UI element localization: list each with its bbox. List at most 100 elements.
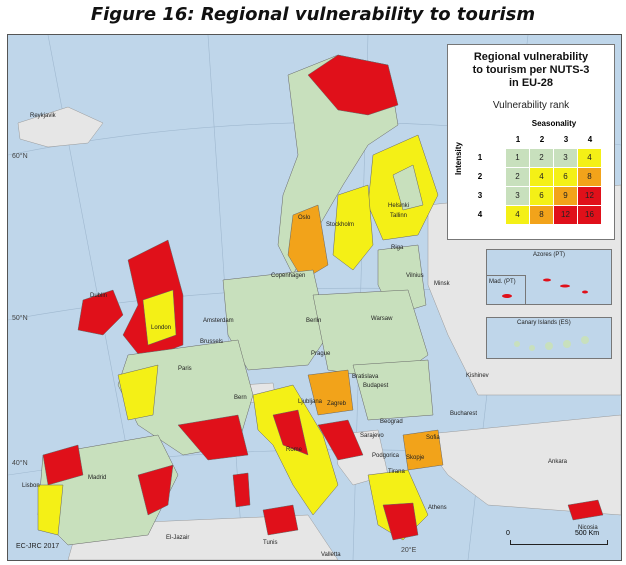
credit: EC-JRC 2017 <box>16 543 60 550</box>
legend-cell: 1 <box>506 149 529 167</box>
place-bucharest: Bucharest <box>450 411 478 417</box>
legend: Regional vulnerability to tourism per NU… <box>447 44 615 240</box>
legend-cell: 4 <box>530 168 553 186</box>
place-minsk: Minsk <box>434 281 450 287</box>
place-madrid: Madrid <box>88 475 107 481</box>
legend-title-line-2: to tourism per NUTS-3 <box>472 64 590 76</box>
france-west <box>117 364 159 421</box>
ireland <box>77 289 124 336</box>
place-skopje: Skopje <box>406 455 425 461</box>
place-dublin: Dublin <box>90 293 108 299</box>
place-bern: Bern <box>234 395 247 401</box>
place-warsaw: Warsaw <box>371 316 393 322</box>
legend-row-1: 1 <box>477 153 483 162</box>
place-ljubljana: Ljubljana <box>298 399 323 405</box>
place-athens: Athens <box>428 505 447 511</box>
legend-title-line-3: in EU-28 <box>508 77 553 89</box>
legend-col-4: 4 <box>587 135 593 144</box>
legend-title-line-1: Regional vulnerability <box>473 51 589 63</box>
place-tirana: Tirana <box>388 469 405 475</box>
cyprus <box>567 499 604 521</box>
place-sofia: Sofia <box>426 435 440 441</box>
place-oslo: Oslo <box>298 215 311 221</box>
italy-central <box>272 409 309 456</box>
france-south <box>177 414 249 461</box>
azores-islands <box>543 278 588 294</box>
lat-50-label: 50°N <box>12 315 28 322</box>
figure-title: Figure 16: Regional vulnerability to tou… <box>90 4 536 25</box>
eu-regions <box>37 54 604 546</box>
legend-cell: 16 <box>578 206 601 224</box>
greece-south <box>382 502 419 541</box>
lon-20-label: 20°E <box>401 547 417 554</box>
place-vilnius: Vilnius <box>406 273 424 279</box>
england-core <box>142 289 177 346</box>
galicia <box>42 444 84 486</box>
inset-canary-label: Canary Islands (ES) <box>517 320 571 326</box>
place-berlin: Berlin <box>306 318 322 324</box>
finland-central <box>392 164 424 211</box>
place-lisbon: Lisbon <box>22 483 40 489</box>
legend-title: Regional vulnerability to tourism per NU… <box>448 51 614 90</box>
legend-col-axis-label: Seasonality <box>531 119 577 128</box>
legend-cell: 3 <box>554 149 577 167</box>
legend-row-4: 4 <box>477 210 483 219</box>
austria-hungary <box>307 369 354 416</box>
legend-cell: 2 <box>506 168 529 186</box>
inset-canary: Canary Islands (ES) <box>486 317 612 359</box>
turkey <box>417 414 621 516</box>
place-reykjavik: Reykjavik <box>30 113 56 119</box>
place-helsinki: Helsinki <box>388 203 410 209</box>
legend-cell: 2 <box>530 149 553 167</box>
place-sarajevo: Sarajevo <box>360 433 384 439</box>
legend-row-3: 3 <box>477 191 483 200</box>
canary-islands <box>514 336 589 351</box>
legend-row-axis-label: Intensity <box>454 142 463 175</box>
place-el-jazair: El-Jazair <box>166 535 190 541</box>
legend-cell: 6 <box>554 168 577 186</box>
sweden-south <box>332 184 374 271</box>
legend-cell: 6 <box>530 187 553 205</box>
place-tallinn: Tallinn <box>390 213 408 219</box>
legend-col-2: 2 <box>539 135 545 144</box>
inset-madeira: Mad. (PT) <box>486 275 526 305</box>
norway-south <box>287 204 329 281</box>
scale-label: 500 Km <box>575 530 600 537</box>
place-budapest: Budapest <box>363 383 389 389</box>
spain-east <box>137 464 174 516</box>
inset-azores-label: Azores (PT) <box>533 252 566 258</box>
legend-cell: 4 <box>578 149 601 167</box>
legend-cell: 4 <box>506 206 529 224</box>
place-belgrade: Beograd <box>380 419 403 425</box>
scale-zero: 0 <box>506 530 510 537</box>
legend-col-3: 3 <box>563 135 569 144</box>
scale-bar <box>510 540 608 545</box>
legend-row-2: 2 <box>477 172 483 181</box>
legend-col-1: 1 <box>515 135 521 144</box>
northern-scandinavia <box>307 54 399 116</box>
inset-madeira-label: Mad. (PT) <box>489 279 516 285</box>
place-ankara: Ankara <box>548 459 568 465</box>
legend-cell: 12 <box>554 206 577 224</box>
place-paris: Paris <box>178 366 192 372</box>
bulgaria <box>402 429 444 471</box>
place-brussels: Brussels <box>200 339 224 345</box>
croatia-coast <box>317 419 364 461</box>
germany <box>222 269 329 371</box>
place-stockholm: Stockholm <box>326 222 355 228</box>
sardinia <box>232 472 251 508</box>
place-tunis: Tunis <box>263 540 278 546</box>
place-zagreb: Zagreb <box>327 401 347 407</box>
portugal <box>37 484 64 536</box>
legend-cell: 9 <box>554 187 577 205</box>
legend-cell: 12 <box>578 187 601 205</box>
legend-cell: 8 <box>530 206 553 224</box>
place-amsterdam: Amsterdam <box>203 318 234 324</box>
iceland <box>17 106 104 148</box>
place-valletta: Valletta <box>321 552 341 558</box>
madeira-islands <box>502 294 512 298</box>
legend-cell: 8 <box>578 168 601 186</box>
place-copenhagen: Copenhagen <box>271 273 306 279</box>
place-riga: Riga <box>391 245 404 251</box>
place-prague: Prague <box>311 351 331 357</box>
